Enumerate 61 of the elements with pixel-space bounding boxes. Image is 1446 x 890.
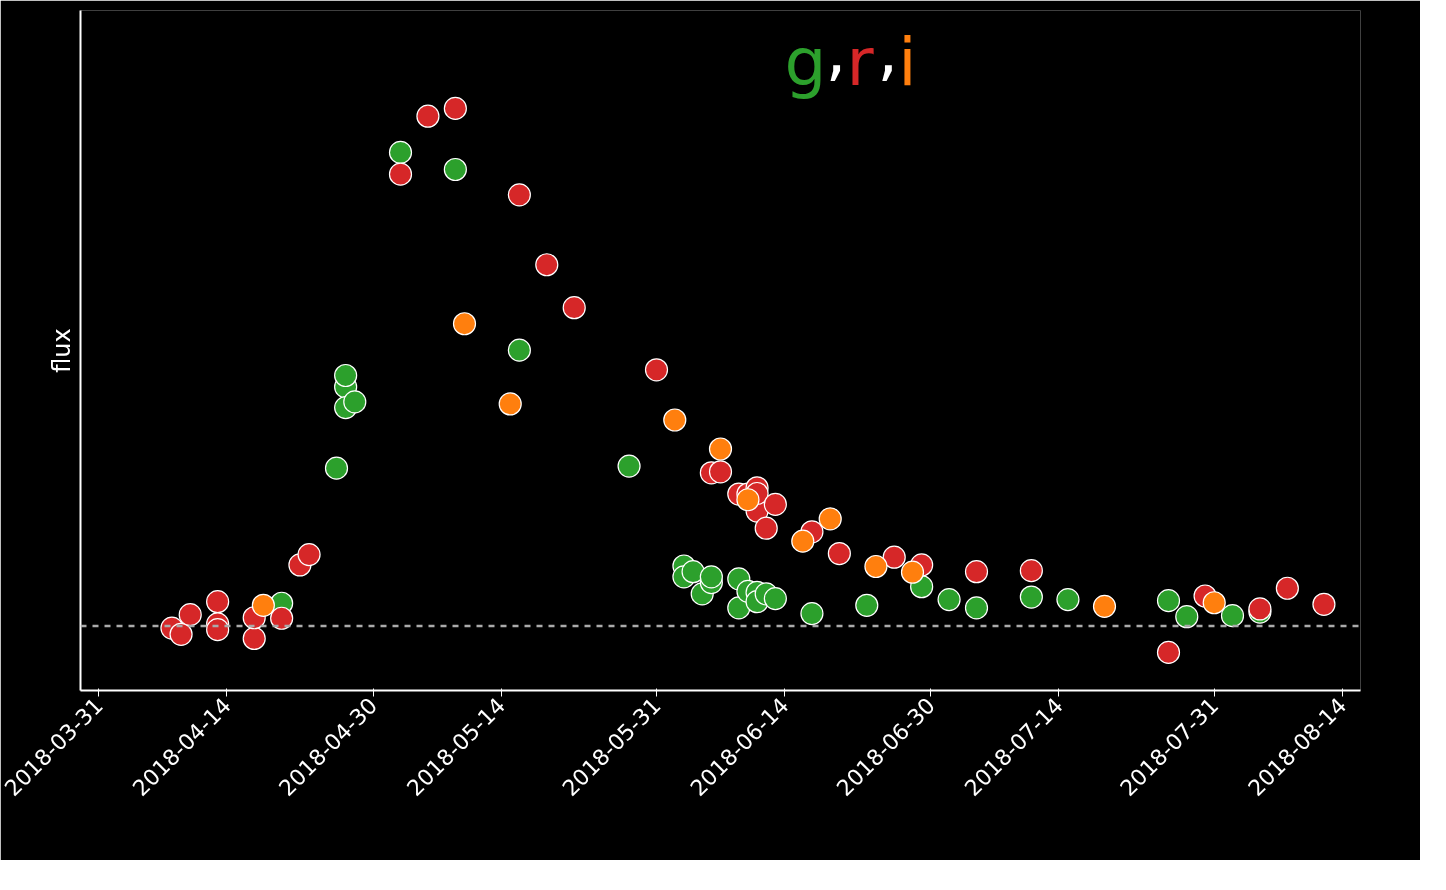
- point: [498, 392, 522, 416]
- point: [644, 358, 669, 382]
- point: [178, 603, 202, 627]
- point: [1220, 604, 1245, 628]
- point: [1156, 589, 1181, 613]
- point: [388, 162, 413, 186]
- point: [708, 460, 733, 484]
- point: [763, 587, 787, 611]
- point: [251, 593, 275, 617]
- point: [169, 622, 193, 646]
- point: [1156, 640, 1181, 664]
- point: [343, 390, 367, 414]
- text: g: [784, 24, 827, 102]
- point: [535, 253, 559, 277]
- point: [964, 560, 989, 584]
- text: r: [846, 24, 875, 102]
- text: ,: [877, 12, 899, 90]
- point: [443, 157, 467, 182]
- point: [736, 488, 760, 512]
- point: [900, 560, 925, 584]
- point: [443, 96, 467, 120]
- point: [864, 554, 888, 579]
- point: [763, 492, 787, 516]
- point: [937, 588, 961, 612]
- point: [1019, 559, 1043, 583]
- point: [1092, 594, 1117, 618]
- point: [855, 593, 879, 617]
- point: [242, 626, 266, 651]
- point: [334, 363, 358, 388]
- point: [416, 104, 440, 128]
- point: [681, 560, 705, 584]
- point: [754, 516, 778, 540]
- point: [270, 606, 294, 630]
- point: [818, 507, 842, 531]
- point: [617, 454, 641, 478]
- point: [708, 437, 733, 461]
- point: [206, 590, 230, 614]
- point: [1312, 592, 1336, 616]
- point: [882, 545, 906, 569]
- point: [297, 543, 321, 567]
- text: ,: [825, 12, 847, 90]
- point: [562, 296, 586, 320]
- point: [1019, 585, 1043, 609]
- point: [1275, 576, 1299, 600]
- point: [800, 602, 824, 626]
- point: [452, 312, 477, 336]
- point: [964, 596, 989, 620]
- point: [1202, 591, 1226, 615]
- text: i: [898, 24, 917, 102]
- point: [324, 456, 349, 480]
- point: [507, 183, 531, 207]
- y-axis-title: flux: [47, 328, 76, 373]
- point: [663, 408, 687, 432]
- point: [827, 541, 851, 566]
- point: [1056, 588, 1080, 612]
- point: [791, 529, 815, 553]
- point: [1175, 605, 1199, 629]
- point: [206, 618, 230, 642]
- point: [507, 338, 531, 362]
- point: [388, 140, 413, 164]
- point: [699, 565, 723, 589]
